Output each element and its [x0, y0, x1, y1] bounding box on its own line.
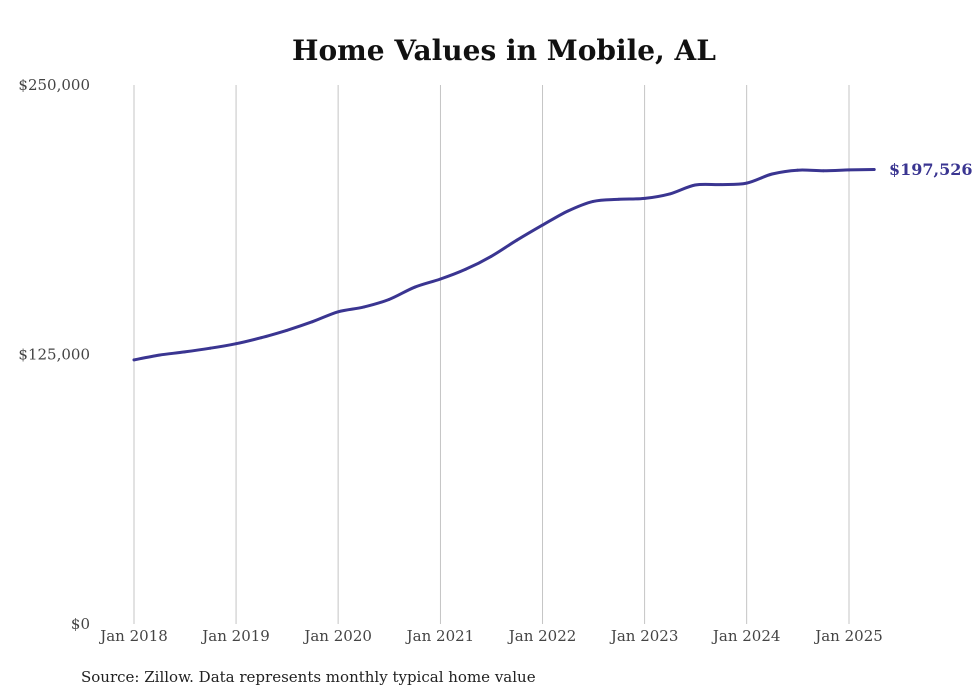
data-point	[668, 192, 672, 196]
data-point	[821, 169, 825, 173]
x-axis-ticks: Jan 2018 Jan 2019 Jan 2020 Jan 2021 Jan 2022…	[98, 627, 883, 645]
y-tick-label: $250,000	[18, 76, 90, 94]
data-point	[413, 285, 417, 289]
data-point	[515, 238, 519, 242]
x-tick-label: Jan 2023	[609, 627, 679, 645]
data-point	[259, 336, 263, 340]
source-note: Source: Zillow. Data represents monthly …	[81, 668, 536, 686]
y-tick-label: $125,000	[18, 346, 90, 364]
data-point	[643, 197, 646, 200]
data-point	[157, 353, 161, 357]
data-point	[617, 197, 621, 201]
y-tick-label: $0	[71, 615, 90, 633]
data-point	[796, 168, 799, 172]
chart-title: Home Values in Mobile, AL	[292, 34, 716, 67]
end-value-label: $197,526	[889, 160, 973, 179]
x-tick-label: Jan 2018	[98, 627, 168, 645]
y-axis-ticks: $0 $125,000 $250,000	[18, 76, 90, 633]
data-point	[208, 346, 212, 350]
data-point	[234, 342, 238, 346]
x-tick-label: Jan 2022	[507, 627, 577, 645]
data-point	[566, 209, 570, 213]
x-tick-label: Jan 2021	[405, 627, 475, 645]
data-point	[132, 358, 136, 362]
data-point	[311, 320, 314, 324]
x-tick-label: Jan 2025	[813, 627, 883, 645]
data-point	[770, 172, 774, 176]
data-point	[464, 267, 467, 271]
data-point	[719, 183, 723, 187]
data-point	[362, 305, 365, 309]
data-point	[872, 168, 876, 171]
data-point	[847, 168, 851, 172]
data-point	[745, 181, 749, 185]
data-point	[183, 350, 187, 354]
data-point	[489, 255, 493, 258]
data-point	[693, 183, 697, 187]
data-point	[541, 223, 544, 227]
series-layer: $197,526	[132, 160, 973, 362]
x-tick-label: Jan 2024	[711, 627, 781, 645]
data-point	[336, 310, 340, 314]
data-point	[285, 329, 289, 332]
data-point	[439, 277, 442, 281]
data-point	[387, 298, 391, 301]
x-tick-label: Jan 2020	[302, 627, 372, 645]
grid-lines	[133, 85, 850, 624]
data-point	[591, 200, 595, 203]
x-tick-label: Jan 2019	[200, 627, 270, 645]
series-line	[132, 168, 876, 362]
